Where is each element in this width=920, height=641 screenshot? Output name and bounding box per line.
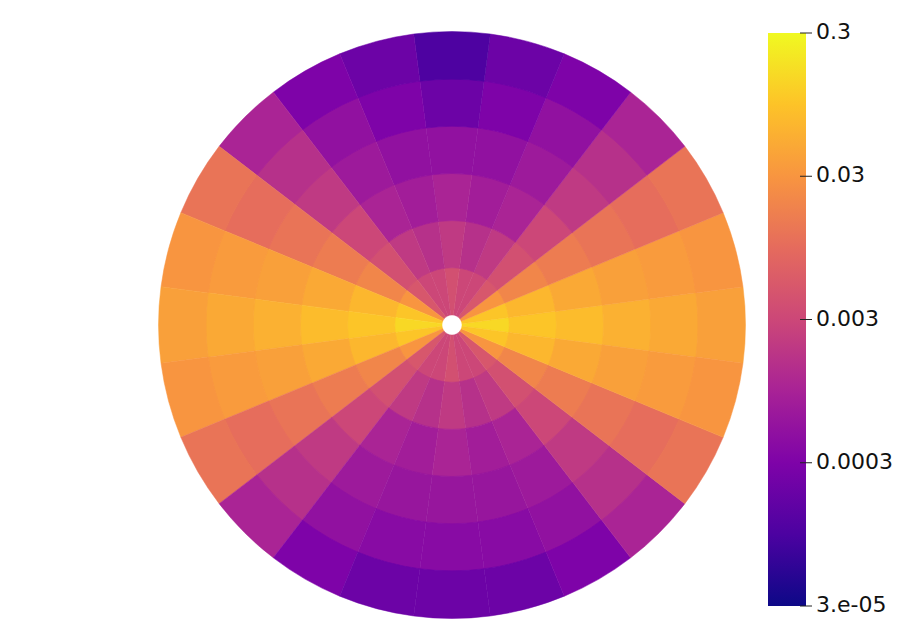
svg-text:0.0003: 0.0003 (816, 449, 893, 474)
svg-text:0.3: 0.3 (816, 19, 851, 44)
svg-text:3.e-05: 3.e-05 (816, 592, 886, 617)
svg-text:0.003: 0.003 (816, 306, 879, 331)
svg-text:0.03: 0.03 (816, 162, 865, 187)
